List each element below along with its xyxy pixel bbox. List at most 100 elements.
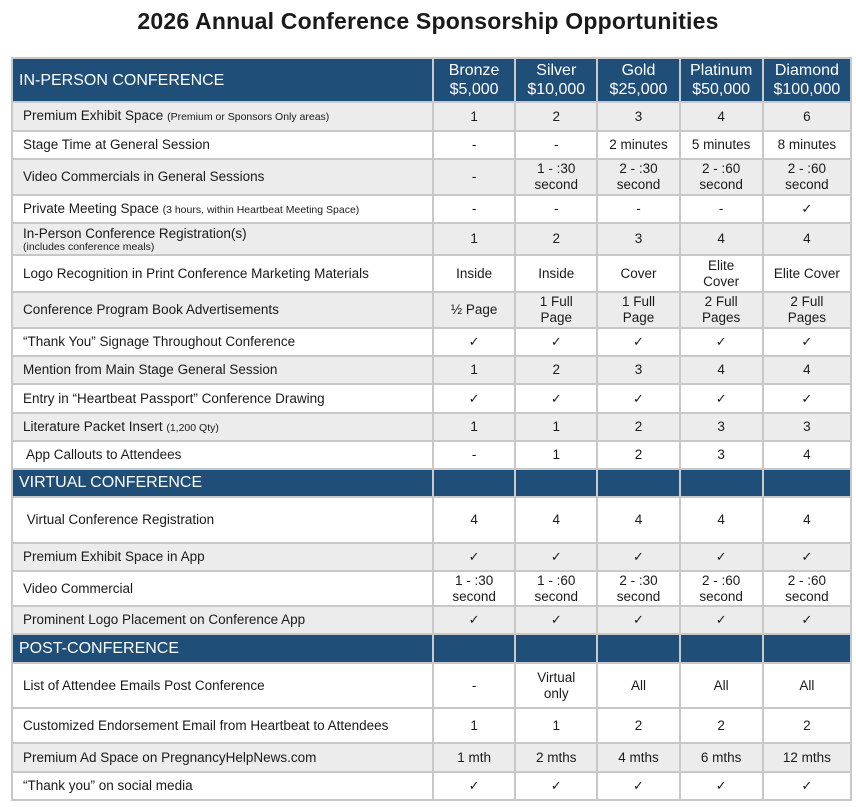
- tier-name: Gold: [621, 62, 656, 79]
- tier-value: 4: [678, 355, 764, 385]
- table-row: Entry in “Heartbeat Passport” Conference…: [11, 383, 853, 414]
- benefit-label-cell: Logo Recognition in Print Conference Mar…: [11, 254, 434, 293]
- tier-value: Inside: [514, 254, 599, 293]
- tier-value: ½ Page: [431, 291, 517, 329]
- benefit-label: Logo Recognition in Print Conference Mar…: [23, 265, 369, 281]
- benefit-label: Literature Packet Insert: [23, 418, 163, 434]
- table-row: Video Commercials in General Sessions -1 …: [11, 158, 853, 196]
- table-row: Premium Exhibit Space (Premium or Sponso…: [11, 101, 853, 132]
- benefit-label-cell: List of Attendee Emails Post Conference: [11, 662, 434, 709]
- tier-value: 2: [514, 222, 599, 256]
- tier-value: 5 minutes: [678, 130, 764, 160]
- tier-name: Bronze: [448, 62, 500, 79]
- benefit-label-cell: Video Commercials in General Sessions: [11, 158, 434, 196]
- table-row: Virtual Conference Registration 4 4 4 4 4: [11, 496, 853, 544]
- benefit-label-cell: App Callouts to Attendees: [11, 440, 434, 470]
- tier-value: -: [431, 440, 517, 470]
- benefit-label: Premium Exhibit Space in App: [23, 549, 205, 564]
- checkmark-icon: ✓: [596, 771, 681, 801]
- page-title: 2026 Annual Conference Sponsorship Oppor…: [137, 8, 719, 34]
- checkmark-icon: ✓: [431, 383, 517, 414]
- checkmark-icon: ✓: [431, 771, 517, 801]
- tier-value: -: [431, 130, 517, 160]
- tier-value: 1: [514, 707, 599, 744]
- checkmark-icon: ✓: [761, 194, 853, 224]
- checkmark-icon: ✓: [596, 327, 681, 357]
- checkmark-icon: ✓: [514, 383, 599, 414]
- tier-value: 2: [678, 707, 764, 744]
- benefit-label: Premium Exhibit Space: [23, 108, 164, 123]
- benefit-note: (Premium or Sponsors Only areas): [167, 111, 330, 123]
- benefit-label-cell: Entry in “Heartbeat Passport” Conference…: [11, 383, 434, 414]
- tier-value: 2 minutes: [596, 130, 681, 160]
- tier-value: 4: [761, 496, 853, 544]
- section-title: POST-CONFERENCE: [11, 633, 434, 664]
- benefit-label-cell: Virtual Conference Registration: [11, 496, 434, 544]
- benefit-label: Virtual Conference Registration: [23, 512, 215, 527]
- checkmark-icon: ✓: [678, 771, 764, 801]
- tier-value: 4: [431, 496, 517, 544]
- benefit-subnote: (includes conference meals): [23, 240, 155, 253]
- table-row: List of Attendee Emails Post Conference -…: [11, 662, 853, 709]
- table-row: In-Person Conference Registration(s) (inc…: [11, 222, 853, 256]
- section-header-row: POST-CONFERENCE: [11, 633, 853, 664]
- tier-value: -: [431, 158, 517, 196]
- tier-value: 2 - :60 second: [761, 158, 853, 196]
- checkmark-icon: ✓: [678, 542, 764, 572]
- checkmark-icon: ✓: [596, 542, 681, 572]
- tier-value: -: [596, 194, 681, 224]
- benefit-label-cell: Premium Ad Space on PregnancyHelpNews.co…: [11, 742, 434, 773]
- checkmark-icon: ✓: [514, 542, 599, 572]
- benefit-label-cell: Conference Program Book Advertisements: [11, 291, 434, 329]
- tier-value: 2 - :60 second: [678, 570, 764, 607]
- tier-value: Cover: [596, 254, 681, 293]
- section-header-cell: [431, 633, 517, 664]
- benefit-label-cell: Premium Exhibit Space (Premium or Sponso…: [11, 101, 434, 132]
- tier-value: 2: [514, 101, 599, 132]
- tier-value: 4: [678, 222, 764, 256]
- tier-value: 3: [596, 222, 681, 256]
- tier-header: Silver $10,000: [514, 57, 599, 103]
- table-row: Video Commercial 1 - :30 second 1 - :60 se…: [11, 570, 853, 607]
- table-row: Customized Endorsement Email from Heartb…: [11, 707, 853, 744]
- benefit-label-cell: Literature Packet Insert (1,200 Qty): [11, 412, 434, 442]
- tier-value: 3: [596, 101, 681, 132]
- tier-value: 3: [678, 412, 764, 442]
- section-header-cell: [596, 633, 681, 664]
- tier-value: -: [514, 194, 599, 224]
- tier-value: 4 mths: [596, 742, 681, 773]
- tier-value: 1: [431, 355, 517, 385]
- table-row: “Thank you” on social media ✓ ✓ ✓ ✓ ✓: [11, 771, 853, 801]
- tier-value: 2 mths: [514, 742, 599, 773]
- tier-value: -: [514, 130, 599, 160]
- tier-value: 2 - :30 second: [596, 158, 681, 196]
- benefit-label: In-Person Conference Registration(s): [23, 225, 247, 241]
- tier-value: 12 mths: [761, 742, 853, 773]
- benefit-label-cell: Premium Exhibit Space in App: [11, 542, 434, 572]
- section-header-cell: [596, 468, 681, 498]
- table-row: “Thank You” Signage Throughout Conferenc…: [11, 327, 853, 357]
- checkmark-icon: ✓: [761, 327, 853, 357]
- tier-value: 4: [761, 355, 853, 385]
- tier-header: Platinum $50,000: [678, 57, 764, 103]
- tier-value: 1: [431, 101, 517, 132]
- table-row: App Callouts to Attendees -1 2 3 4: [11, 440, 853, 470]
- tier-value: 4: [761, 440, 853, 470]
- section-header-cell: [678, 468, 764, 498]
- benefit-label: Prominent Logo Placement on Conference A…: [23, 612, 306, 627]
- table-row: Premium Exhibit Space in App ✓ ✓ ✓ ✓ ✓: [11, 542, 853, 572]
- tier-value: 2: [596, 707, 681, 744]
- tier-name: Diamond: [774, 62, 839, 79]
- tier-header: Gold $25,000: [596, 57, 681, 103]
- section-title: IN-PERSON CONFERENCE: [11, 57, 434, 103]
- tier-value: 1 Full Page: [596, 291, 681, 329]
- tier-value: Elite Cover: [678, 254, 764, 293]
- tier-value: 3: [761, 412, 853, 442]
- benefit-label: List of Attendee Emails Post Conference: [23, 677, 265, 693]
- tier-value: 2: [596, 412, 681, 442]
- checkmark-icon: ✓: [514, 771, 599, 801]
- benefit-label: Entry in “Heartbeat Passport” Conference…: [23, 390, 325, 406]
- tier-value: 1: [431, 222, 517, 256]
- tier-value: 2 - :60 second: [678, 158, 764, 196]
- section-title: VIRTUAL CONFERENCE: [11, 468, 434, 498]
